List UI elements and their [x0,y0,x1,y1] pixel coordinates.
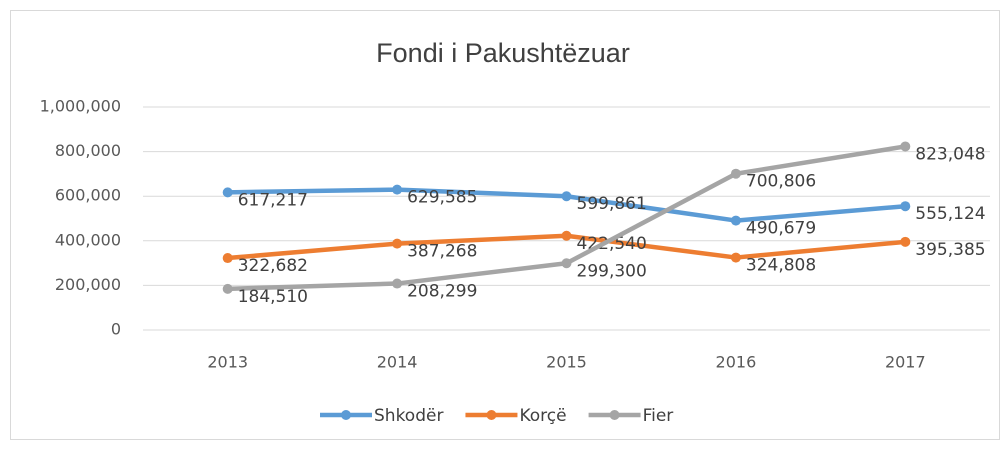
data-point [561,191,572,202]
data-label: 208,299 [407,282,477,302]
chart-title: Fondi i Pakushtëzuar [376,38,630,68]
legend-marker [609,410,620,420]
data-point [730,215,741,226]
data-label: 395,385 [915,240,985,260]
data-point [730,252,741,263]
series: 184,510 208,299 299,300 700,806 823,048 [222,141,986,307]
y-tick-label: 800,000 [55,141,121,160]
legend-label: Korçë [519,406,566,426]
x-tick-label: 2017 [885,353,926,372]
data-point [900,141,911,152]
legend-label: Shkodër [374,406,443,426]
y-tick-label: 600,000 [55,186,121,205]
y-tick-label: 200,000 [55,275,121,294]
chart-border [10,10,1000,440]
data-point [561,258,572,269]
x-tick-label: 2014 [377,353,418,372]
data-label: 599,861 [577,194,647,214]
data-label: 823,048 [915,144,985,164]
data-point [900,236,911,247]
data-label: 387,268 [407,242,477,262]
data-point [392,278,403,289]
legend-marker [341,410,351,420]
data-point [222,253,233,264]
data-point [392,238,403,249]
data-point [222,187,233,198]
data-label: 324,808 [746,256,816,276]
data-label: 184,510 [238,287,308,307]
legend-marker [486,410,497,420]
data-label: 322,682 [238,256,308,276]
data-label: 629,585 [407,188,477,208]
data-label: 490,679 [746,219,816,239]
data-label: 617,217 [238,190,308,210]
data-label: 299,300 [577,261,647,281]
legend-label: Fier [643,406,674,426]
data-point [730,168,741,179]
y-tick-label: 1,000,000 [40,97,121,116]
x-tick-label: 2013 [207,353,248,372]
y-tick-label: 0 [111,320,121,339]
legend: Shkodër Korçë Fier [320,406,673,426]
y-tick-label: 400,000 [55,230,121,249]
data-label: 555,124 [915,204,985,224]
x-tick-label: 2016 [716,353,757,372]
data-point [900,201,911,212]
x-tick-label: 2015 [546,353,587,372]
series: 617,217 629,585 599,861 490,679 555,124 [222,184,986,239]
data-point [392,184,403,195]
data-label: 700,806 [746,172,816,192]
data-point [222,283,233,294]
data-point [561,230,572,241]
